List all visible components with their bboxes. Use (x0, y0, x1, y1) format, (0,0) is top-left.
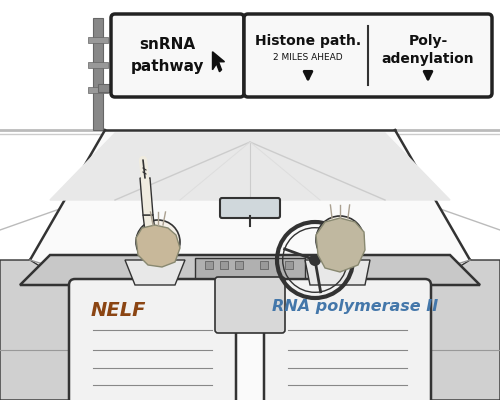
Polygon shape (305, 260, 370, 285)
Bar (285, 261, 293, 269)
Text: adenylation: adenylation (382, 52, 474, 66)
Polygon shape (390, 260, 500, 400)
Text: NELF: NELF (90, 300, 146, 320)
Bar (98, 84, 490, 92)
Text: pathway: pathway (131, 59, 204, 74)
Polygon shape (316, 218, 365, 272)
Polygon shape (20, 255, 480, 285)
FancyBboxPatch shape (264, 279, 431, 400)
Circle shape (309, 254, 321, 266)
Polygon shape (125, 260, 185, 285)
Polygon shape (136, 225, 180, 267)
FancyBboxPatch shape (220, 198, 280, 218)
Circle shape (316, 216, 364, 264)
FancyBboxPatch shape (69, 279, 236, 400)
Bar (195, 258, 305, 278)
Polygon shape (328, 248, 340, 263)
Polygon shape (140, 178, 153, 215)
Bar (88, 37, 108, 43)
FancyBboxPatch shape (215, 277, 285, 333)
Polygon shape (212, 52, 224, 72)
Bar (235, 261, 243, 269)
Polygon shape (0, 260, 110, 400)
Polygon shape (143, 215, 158, 255)
Polygon shape (326, 238, 338, 248)
Text: Histone path.: Histone path. (255, 34, 361, 48)
Polygon shape (50, 133, 450, 200)
Bar (260, 261, 268, 269)
Text: Poly-: Poly- (408, 34, 448, 48)
FancyBboxPatch shape (244, 14, 492, 97)
Bar (88, 87, 108, 93)
Bar (88, 62, 108, 68)
Polygon shape (0, 230, 500, 400)
Text: snRNA: snRNA (140, 37, 196, 52)
FancyBboxPatch shape (111, 14, 244, 97)
Text: RNA polymerase II: RNA polymerase II (272, 300, 438, 314)
Circle shape (136, 220, 180, 264)
Polygon shape (0, 130, 500, 400)
Text: 2 MILES AHEAD: 2 MILES AHEAD (273, 52, 343, 62)
Bar (205, 261, 213, 269)
Bar (220, 261, 228, 269)
Bar (93, 18, 103, 130)
